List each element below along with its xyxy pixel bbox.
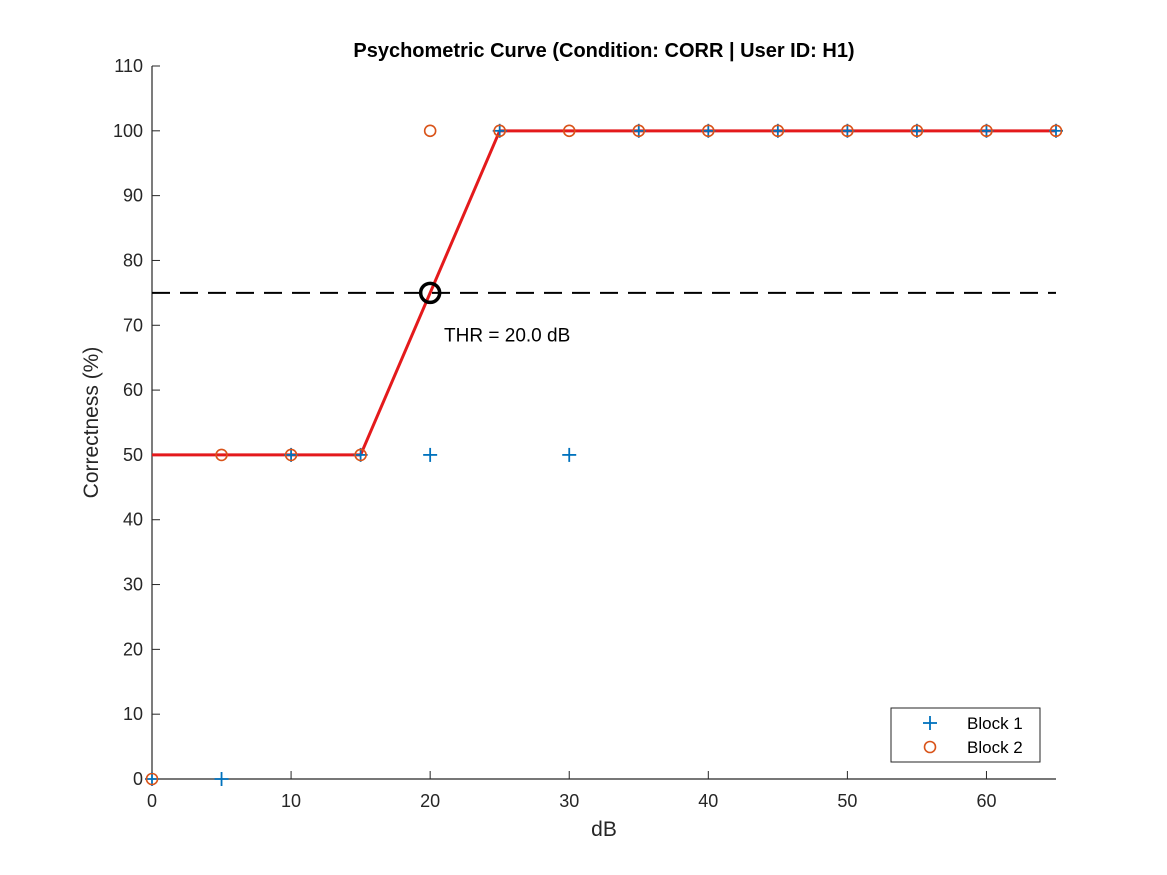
data-point-plus [492, 123, 507, 138]
legend: Block 1 Block 2 [890, 707, 1041, 763]
data-point-circle [562, 124, 576, 138]
x-tick-label: 10 [281, 791, 301, 811]
data-point-plus [423, 447, 438, 462]
data-point-circle [1049, 124, 1063, 138]
data-point-plus [840, 123, 855, 138]
legend-label: Block 1 [967, 714, 1023, 733]
y-tick-label: 110 [114, 56, 143, 76]
data-point-circle [145, 772, 159, 786]
data-point-circle [910, 124, 924, 138]
x-tick-label: 50 [837, 791, 857, 811]
data-point-circle [771, 124, 785, 138]
x-tick-label: 40 [698, 791, 718, 811]
series-block-2 [145, 124, 1063, 786]
series-block-1 [145, 123, 1063, 786]
threshold-annotation: THR = 20.0 dB [444, 325, 570, 346]
data-point-plus [562, 447, 577, 462]
data-point-plus [1049, 123, 1063, 138]
x-tick-label: 20 [420, 791, 440, 811]
data-point-plus [631, 123, 646, 138]
data-point-circle [284, 448, 298, 462]
legend-label: Block 2 [967, 738, 1023, 757]
y-tick-label: 100 [113, 121, 143, 141]
data-point-plus [214, 772, 229, 786]
plot-content [145, 123, 1063, 786]
y-tick-label: 40 [123, 510, 143, 530]
x-tick-label: 30 [559, 791, 579, 811]
legend-marker-circle [923, 740, 937, 754]
data-point-circle [354, 448, 367, 462]
y-axis-label: Correctness (%) [80, 347, 103, 499]
threshold-point [418, 281, 442, 305]
data-point-circle [841, 124, 854, 138]
y-tick-label: 10 [123, 704, 143, 724]
y-axis-ticks: 0 10 20 30 40 50 60 70 80 90 100 110 [113, 56, 160, 789]
x-axis-ticks: 0 10 20 30 40 50 60 [147, 771, 996, 811]
data-point-circle [215, 448, 228, 462]
y-tick-label: 50 [123, 445, 143, 465]
data-point-plus [353, 447, 368, 462]
x-tick-label: 60 [976, 791, 996, 811]
chart-title: Psychometric Curve (Condition: CORR | Us… [353, 40, 854, 62]
data-point-circle [493, 124, 506, 138]
y-tick-label: 70 [123, 315, 143, 335]
y-tick-label: 60 [123, 380, 143, 400]
legend-entries: Block 1 Block 2 [923, 714, 1023, 757]
y-tick-label: 30 [123, 575, 143, 595]
data-point-plus [284, 447, 299, 462]
data-point-plus [979, 123, 994, 138]
data-point-circle [632, 124, 646, 138]
data-point-plus [701, 123, 716, 138]
y-tick-label: 80 [123, 250, 143, 270]
legend-box [890, 707, 1041, 763]
axes [151, 66, 1056, 780]
data-point-plus [145, 772, 159, 786]
data-point-circle [980, 124, 993, 138]
legend-marker-plus [923, 716, 937, 730]
data-point-plus [909, 123, 924, 138]
y-tick-label: 90 [123, 186, 143, 206]
data-point-plus [770, 123, 785, 138]
data-point-circle [702, 124, 715, 138]
y-tick-label: 0 [133, 769, 143, 789]
x-tick-label: 0 [147, 791, 157, 811]
x-axis-label: dB [591, 818, 617, 841]
y-tick-label: 20 [123, 639, 143, 659]
data-point-circle [423, 124, 437, 138]
